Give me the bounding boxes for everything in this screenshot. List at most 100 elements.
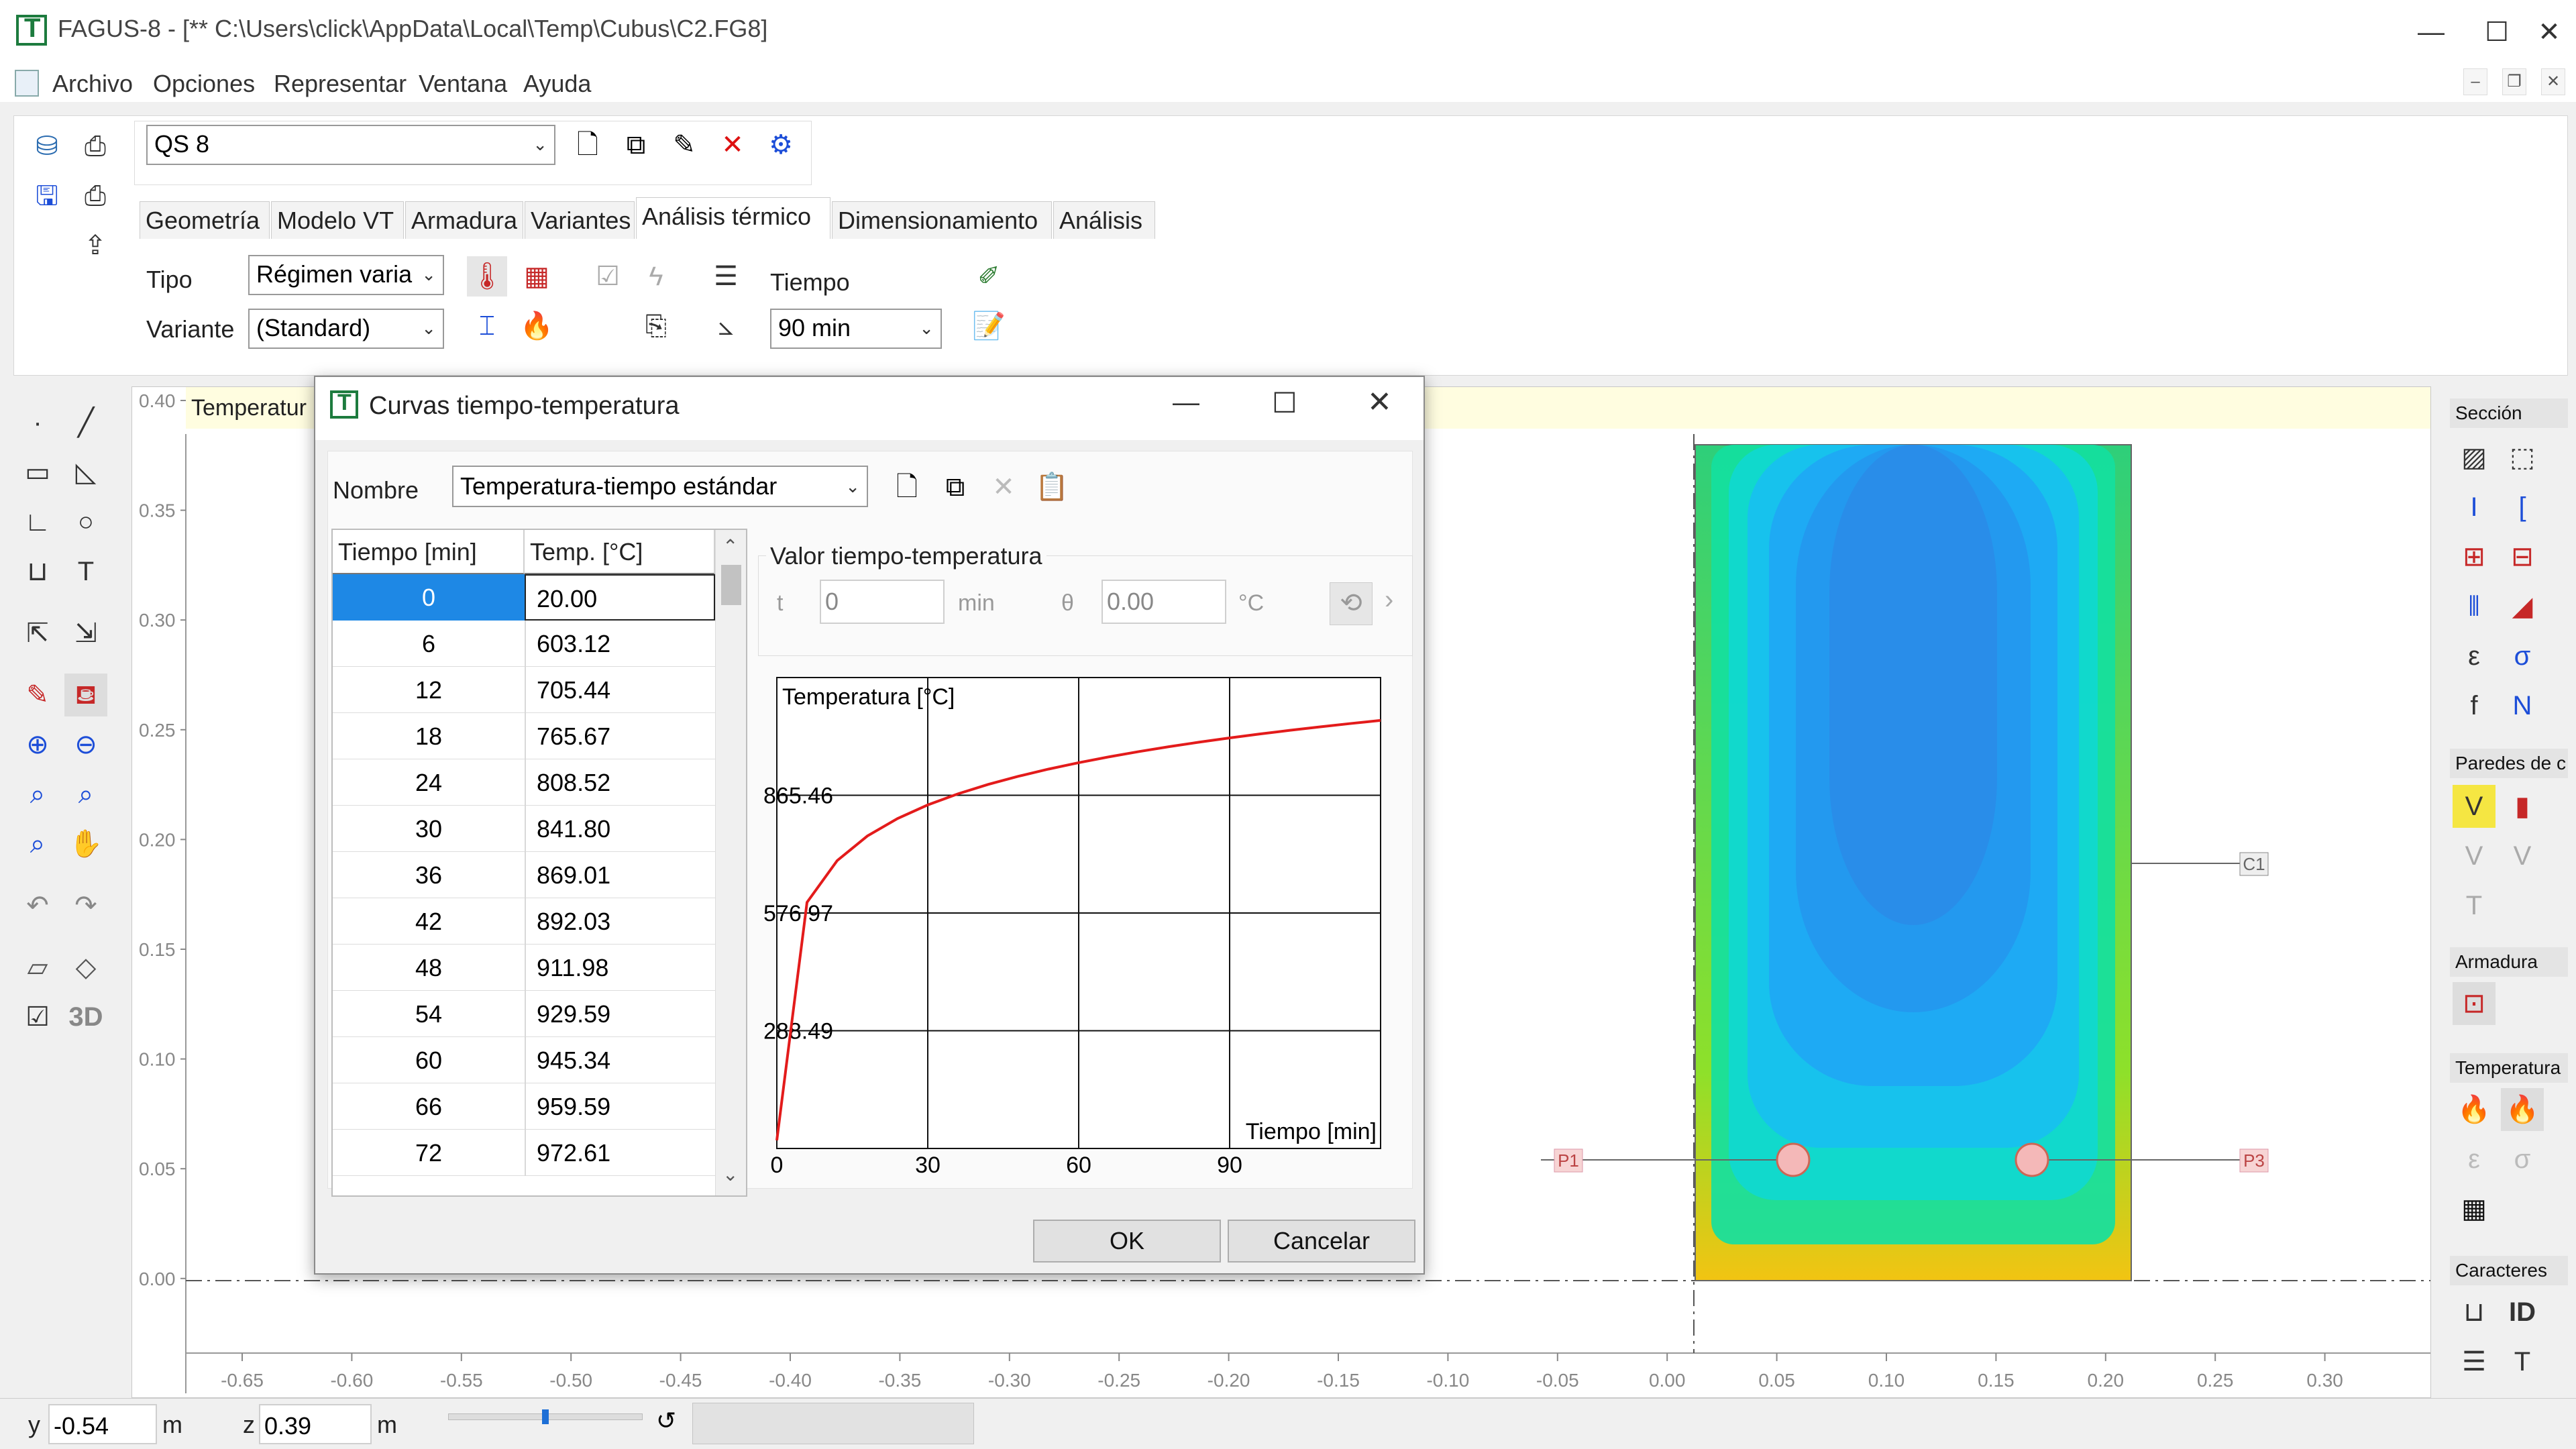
view-icon[interactable]: ◇ [75,953,97,982]
zoom-all-icon[interactable]: ⌕ [30,829,46,859]
zoom-extents-icon[interactable]: ⌕ [78,780,94,809]
table-row[interactable]: 48 911.98 [333,945,715,991]
menu-archivo[interactable]: Archivo [52,70,133,97]
zoom-window-icon[interactable]: ⌕ [30,780,46,809]
time-cell[interactable]: 72 [415,1139,443,1167]
tipo-select[interactable]: Régimen varia ⌄ [248,255,444,295]
page-arrow-icon[interactable]: ⬚ [2510,443,2535,472]
table-row[interactable]: 72 972.61 [333,1130,715,1176]
text-size-icon[interactable]: T [2514,1347,2531,1377]
z-coordinate-input[interactable]: 0.39 [259,1404,372,1444]
slope-icon[interactable]: ◢ [2512,592,2533,621]
report-icon[interactable]: ☰ [714,262,738,291]
hatch-icon[interactable]: ▨ [2461,443,2487,472]
plane-icon[interactable]: ▱ [27,953,48,982]
copy-curve-icon[interactable]: ⧉ [945,472,965,502]
table-row[interactable]: 0 20.00 [333,574,715,621]
cancel-button[interactable]: Cancelar [1228,1220,1415,1263]
time-cell[interactable]: 48 [415,954,443,981]
save-icon[interactable]: 🖫 [35,181,59,211]
temperature-cell[interactable]: 20.00 [525,574,715,621]
thermometer-icon[interactable]: 🌡 [467,256,507,297]
time-cell[interactable]: 66 [415,1093,443,1120]
table-row[interactable]: 42 892.03 [333,898,715,945]
refresh-icon[interactable]: ↺ [656,1407,677,1434]
paint-bucket-icon[interactable]: ⛾ [64,674,107,716]
fire-icon[interactable]: 🔥 [520,311,553,341]
table-row[interactable]: 12 705.44 [333,667,715,713]
table-row[interactable]: 6 603.12 [333,621,715,667]
doc-text-icon[interactable]: ☰ [2462,1347,2486,1377]
temperature-cell[interactable]: 841.80 [525,806,715,852]
l-shape-icon[interactable]: ∟ [24,507,51,537]
id-label-icon[interactable]: ID [2509,1297,2536,1327]
temperature-cell[interactable]: 959.59 [525,1083,715,1130]
table-row[interactable]: 36 869.01 [333,852,715,898]
temperature-cell[interactable]: 929.59 [525,991,715,1037]
edit-section-icon[interactable]: ✎ [673,130,696,160]
table-row[interactable]: 18 765.67 [333,713,715,759]
temperature-cell[interactable]: 911.98 [525,945,715,991]
print-preview-icon[interactable]: ⎙ [85,181,106,211]
temperature-cell[interactable]: 869.01 [525,852,715,898]
i-beam-icon[interactable]: I [2470,492,2478,522]
c-channel-icon[interactable]: [ [2518,492,2526,522]
fire-wall-icon[interactable]: ▦ [524,262,549,291]
copy-section-icon[interactable]: ⧉ [626,130,646,160]
temperature-cell[interactable]: 705.44 [525,667,715,713]
open-model-icon[interactable]: ⛁ [36,131,58,161]
nk-icon[interactable]: N [2512,691,2532,720]
checklist-icon[interactable]: ☑ [25,1002,50,1032]
redo-icon[interactable]: ↷ [74,891,97,920]
time-cell[interactable]: 60 [415,1046,443,1074]
win-minimize-button[interactable]: — [2391,0,2471,64]
zoom-in-icon[interactable]: ⊕ [26,730,49,759]
menu-representar[interactable]: Representar [274,70,407,97]
time-cell[interactable]: 30 [415,815,443,843]
export-icon[interactable]: ⇪ [84,231,107,260]
tab-armadura[interactable]: Armadura [405,201,523,239]
table-row[interactable]: 54 929.59 [333,991,715,1037]
rebar-icon[interactable]: ⊡ [2453,982,2496,1025]
wall-red-icon[interactable]: ▮ [2514,792,2530,821]
menu-ayuda[interactable]: Ayuda [523,70,592,97]
table-row[interactable]: 30 841.80 [333,806,715,852]
stress-icon[interactable]: σ [2514,641,2531,671]
tiempo-select[interactable]: 90 min ⌄ [770,309,942,349]
table-header-time[interactable]: Tiempo [min] [333,530,525,574]
menu-ventana[interactable]: Ventana [419,70,508,97]
tab-analisis-termico[interactable]: Análisis térmico [636,197,830,239]
line-icon[interactable]: ╱ [77,408,95,437]
strain-icon[interactable]: ε [2468,641,2480,671]
table-scrollbar[interactable]: ⌃ ⌄ [715,530,746,1195]
dim-line-icon[interactable]: ⊔ [2463,1297,2485,1327]
section-properties-icon[interactable]: ⚙ [769,130,793,160]
ok-button[interactable]: OK [1033,1220,1221,1263]
time-cell[interactable]: 6 [421,630,436,657]
tab-variantes[interactable]: Variantes [525,201,635,239]
point-icon[interactable]: · [33,408,42,437]
rectangle-icon[interactable]: ▭ [25,458,50,487]
print-icon[interactable]: ⎙ [85,131,106,161]
undo-icon[interactable]: ↶ [26,891,49,920]
zoom-out-icon[interactable]: ⊖ [74,730,97,759]
time-cell[interactable]: 0 [333,574,525,621]
temperature-cell[interactable]: 972.61 [525,1130,715,1176]
win-maximize-button[interactable]: ☐ [2471,0,2522,64]
temperature-cell[interactable]: 808.52 [525,759,715,806]
mdi-restore-button[interactable]: ❐ [2502,68,2526,95]
pen-icon[interactable]: ✎ [26,680,49,710]
fy-icon[interactable]: f [2470,691,2478,720]
select-icon[interactable]: ⇱ [26,619,49,648]
scroll-up-icon[interactable]: ⌃ [722,536,739,557]
table-row[interactable]: 24 808.52 [333,759,715,806]
dialog-close-button[interactable]: ✕ [1367,386,1392,419]
fire-beam-icon[interactable]: 🔥 [2457,1095,2491,1124]
tab-analisis[interactable]: Análisis [1053,201,1155,239]
edit-curve-icon[interactable]: ✐ [977,262,1000,291]
scroll-down-icon[interactable]: ⌄ [722,1164,739,1185]
table-row[interactable]: 60 945.34 [333,1037,715,1083]
export-doc-icon[interactable]: ⎘ [645,311,667,341]
zoom-slider-thumb[interactable] [542,1409,549,1424]
dialog-minimize-button[interactable]: — [1173,388,1199,417]
